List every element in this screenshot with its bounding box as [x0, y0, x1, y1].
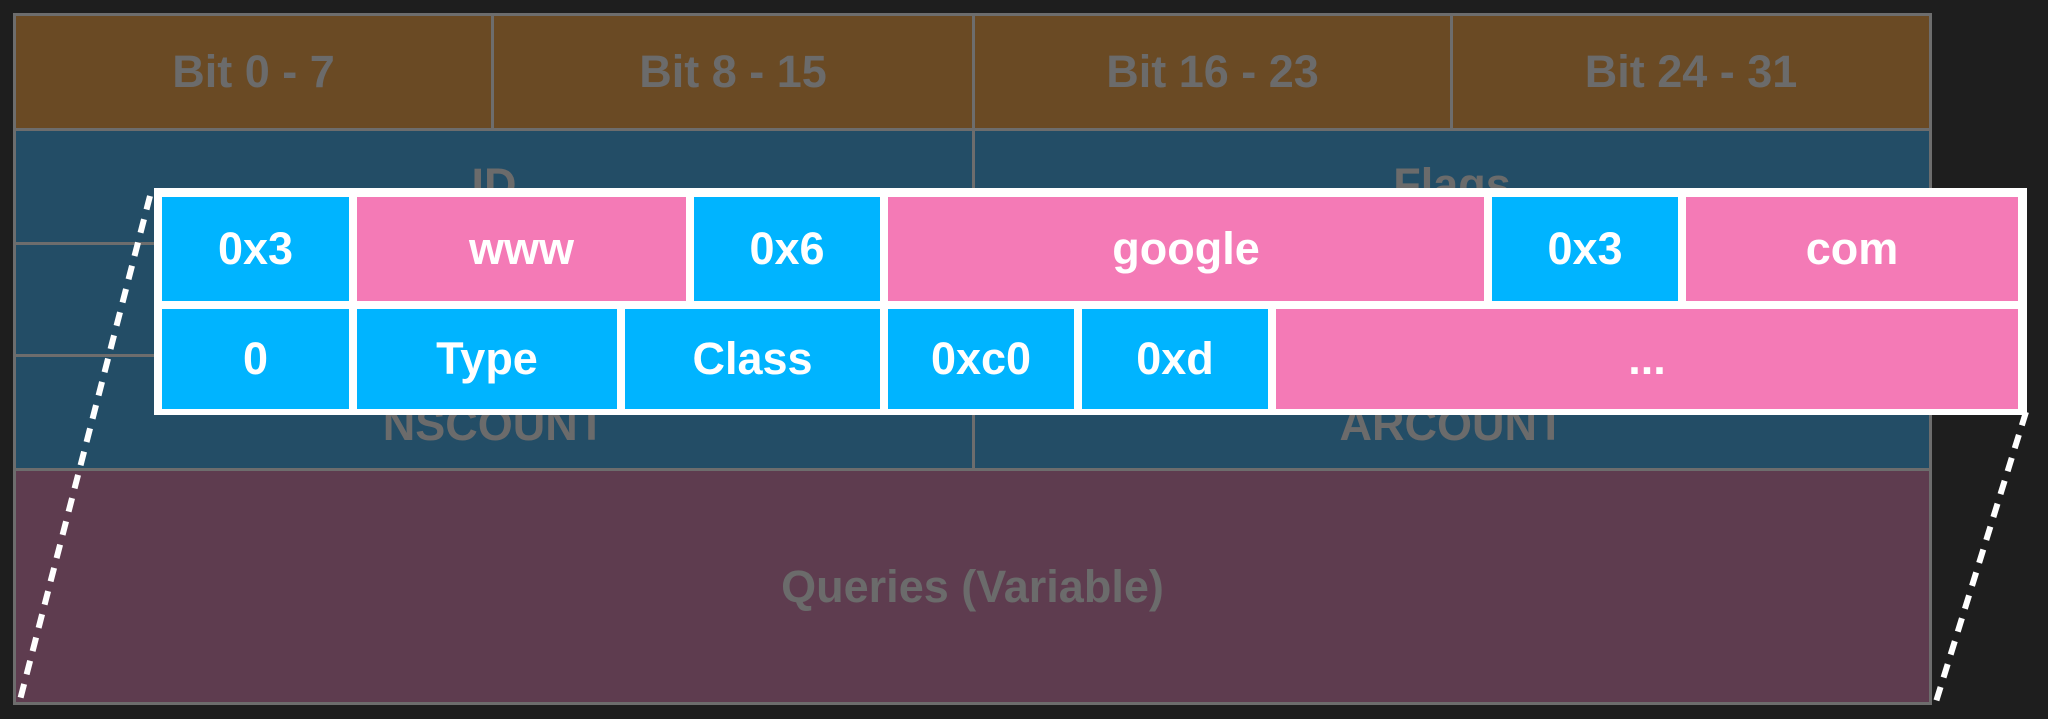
queries-label: Queries (Variable): [781, 560, 1164, 612]
byte-text: 0xc0: [930, 333, 1032, 384]
pointer-byte-cell: 0xc0: [888, 309, 1074, 409]
class-cell: Class: [625, 309, 880, 409]
ellipsis-text: ...: [1628, 333, 1666, 384]
byte-text: 0x3: [217, 223, 294, 274]
byte-length-cell: 0x3: [1492, 197, 1678, 301]
byte-text: 0: [242, 333, 269, 384]
label-text: www: [468, 223, 574, 274]
bit-header-0-7: Bit 0 - 7: [13, 13, 494, 131]
type-cell: Type: [357, 309, 617, 409]
label-text: google: [1112, 223, 1260, 274]
ellipsis-cell: ...: [1276, 309, 2018, 409]
byte-text: Type: [436, 333, 538, 384]
query-bytes-panel: 0x3 www 0x6 google 0x3 com 0 Type Class …: [154, 188, 2027, 415]
byte-length-cell: 0x3: [162, 197, 349, 301]
byte-length-cell: 0: [162, 309, 349, 409]
byte-length-cell: 0x6: [694, 197, 880, 301]
bit-header-label: Bit 8 - 15: [639, 46, 827, 97]
connector-line-right: [1932, 411, 2029, 706]
byte-text: Class: [692, 333, 813, 384]
label-cell: www: [357, 197, 686, 301]
connector-line-left: [17, 195, 153, 701]
byte-text: 0x3: [1547, 223, 1623, 274]
bit-header-16-23: Bit 16 - 23: [972, 13, 1453, 131]
label-cell: google: [888, 197, 1484, 301]
bit-header-24-31: Bit 24 - 31: [1450, 13, 1932, 131]
byte-text: 0x6: [749, 223, 825, 274]
bit-header-label: Bit 0 - 7: [172, 46, 335, 97]
pointer-offset-cell: 0xd: [1082, 309, 1268, 409]
byte-text: 0xd: [1136, 333, 1214, 384]
label-cell: com: [1686, 197, 2018, 301]
bit-header-label: Bit 16 - 23: [1106, 46, 1319, 97]
queries-section: Queries (Variable): [13, 468, 1932, 705]
bit-header-label: Bit 24 - 31: [1584, 46, 1798, 97]
label-text: com: [1805, 223, 1899, 274]
